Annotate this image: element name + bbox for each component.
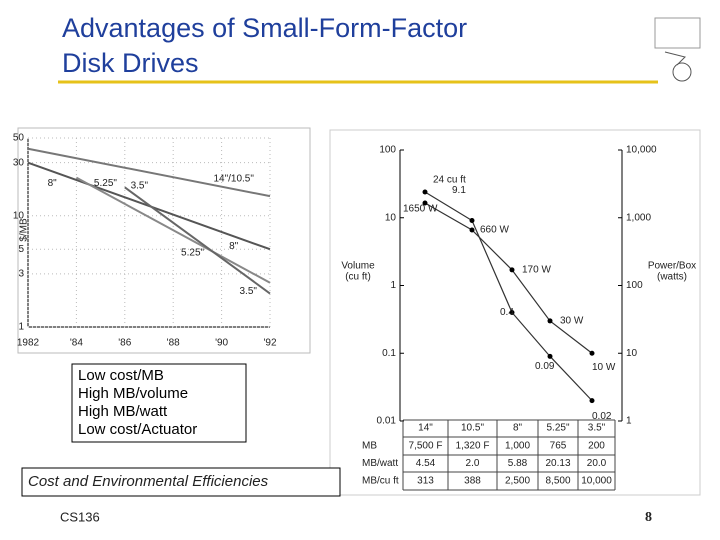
x-tick-label: '92 (263, 338, 276, 349)
y-tick-label: 30 (13, 157, 25, 168)
right-chart-frame (329, 129, 701, 496)
table-cell: 10,000 (581, 476, 612, 487)
bullet: High MB/volume (78, 385, 188, 402)
table-cell: 1,000 (505, 441, 530, 452)
x-tick-label: '88 (167, 338, 180, 349)
value-label: 9.1 (452, 185, 466, 196)
table-cell: 8,500 (545, 476, 570, 487)
point (469, 218, 475, 224)
table-header: 5.25" (546, 423, 569, 434)
y-axis-label: $/MB (19, 218, 30, 242)
y-tick-label: 1 (390, 280, 396, 291)
y-tick-label: 0.01 (377, 416, 397, 427)
point (509, 267, 515, 273)
y2-axis-label: Power/Box (648, 261, 696, 272)
table-header: 10.5" (461, 423, 484, 434)
point (547, 353, 553, 359)
value-label: 0.09 (535, 361, 555, 372)
bullet-box (71, 363, 247, 443)
table-cell: 4.54 (416, 458, 436, 469)
caption: Cost and Environmental Efficiencies (28, 473, 269, 490)
y-tick-label: 10 (13, 210, 25, 221)
y-tick-label: 10 (385, 212, 397, 223)
value-label: 1650 W (403, 204, 438, 215)
y2-tick-label: 10,000 (626, 145, 657, 156)
table-row-label: MB (362, 441, 377, 452)
y2-tick-label: 100 (626, 280, 643, 291)
value-label: 24 cu ft (433, 175, 466, 186)
caption-box (21, 467, 341, 497)
series-label: 8" (229, 241, 239, 252)
y-tick-label: 3 (18, 269, 24, 280)
y-tick-label: 50 (13, 133, 25, 144)
value-label: 30 W (560, 316, 584, 327)
point (589, 350, 595, 356)
table-cell: 7,500 F (409, 441, 443, 452)
y-axis-label: Volume (341, 261, 375, 272)
series-line (124, 186, 271, 295)
y-tick-label: 1 (18, 322, 24, 333)
series-label: 3.5" (131, 181, 149, 192)
value-label: 660 W (480, 225, 509, 236)
y-axis-label: (cu ft) (345, 272, 371, 283)
series-line (75, 176, 271, 284)
table-cell: 20.13 (545, 458, 570, 469)
point (422, 200, 428, 206)
table-cell: 5.88 (508, 458, 528, 469)
table-cell: 20.0 (587, 458, 607, 469)
point (509, 309, 515, 315)
x-tick-label: '86 (118, 338, 131, 349)
bullet: Low cost/MB (78, 367, 164, 384)
table-row-label: MB/watt (362, 458, 398, 469)
series-label: 8" (48, 178, 58, 189)
series-label: 3.5" (239, 286, 257, 297)
value-label: 0.4 (500, 307, 514, 318)
series-label: 5.25" (94, 178, 117, 189)
series-line (424, 191, 593, 402)
left-chart-frame (17, 127, 311, 354)
y-tick-label: 5 (18, 244, 24, 255)
y2-tick-label: 10 (626, 348, 638, 359)
series-label: 14"/10.5" (213, 174, 254, 185)
x-tick-label: '90 (215, 338, 228, 349)
x-tick-label: '84 (70, 338, 83, 349)
table-header: 8" (513, 423, 523, 434)
table-cell: 765 (550, 441, 567, 452)
series-label: 5.25" (181, 247, 204, 258)
footer-page: 8 (645, 510, 652, 525)
table-row-label: MB/cu ft (362, 476, 399, 487)
table-header: 14" (418, 423, 433, 434)
series-line (27, 147, 271, 198)
point (469, 227, 475, 233)
y2-tick-label: 1,000 (626, 212, 651, 223)
table-cell: 388 (464, 476, 481, 487)
y-tick-label: 100 (379, 145, 396, 156)
bullet: Low cost/Actuator (78, 421, 197, 438)
footer-course: CS136 (60, 509, 100, 524)
y2-axis-label: (watts) (657, 272, 687, 283)
value-label: 0.02 (592, 411, 612, 422)
logo (654, 17, 701, 82)
value-label: 170 W (522, 265, 551, 276)
point (422, 189, 428, 195)
table-cell: 200 (588, 441, 605, 452)
value-label: 10 W (592, 362, 616, 373)
bullet: High MB/watt (78, 403, 168, 420)
point (547, 318, 553, 324)
x-tick-label: 1982 (17, 338, 40, 349)
point (589, 398, 595, 404)
table-cell: 313 (417, 476, 434, 487)
title-line: Advantages of Small-Form-Factor (62, 13, 467, 43)
title-line: Disk Drives (62, 48, 199, 78)
table-cell: 2.0 (466, 458, 480, 469)
table-header: 3.5" (588, 423, 606, 434)
table-cell: 1,320 F (456, 441, 490, 452)
y2-tick-label: 1 (626, 416, 632, 427)
table-cell: 2,500 (505, 476, 530, 487)
y-tick-label: 0.1 (382, 348, 396, 359)
